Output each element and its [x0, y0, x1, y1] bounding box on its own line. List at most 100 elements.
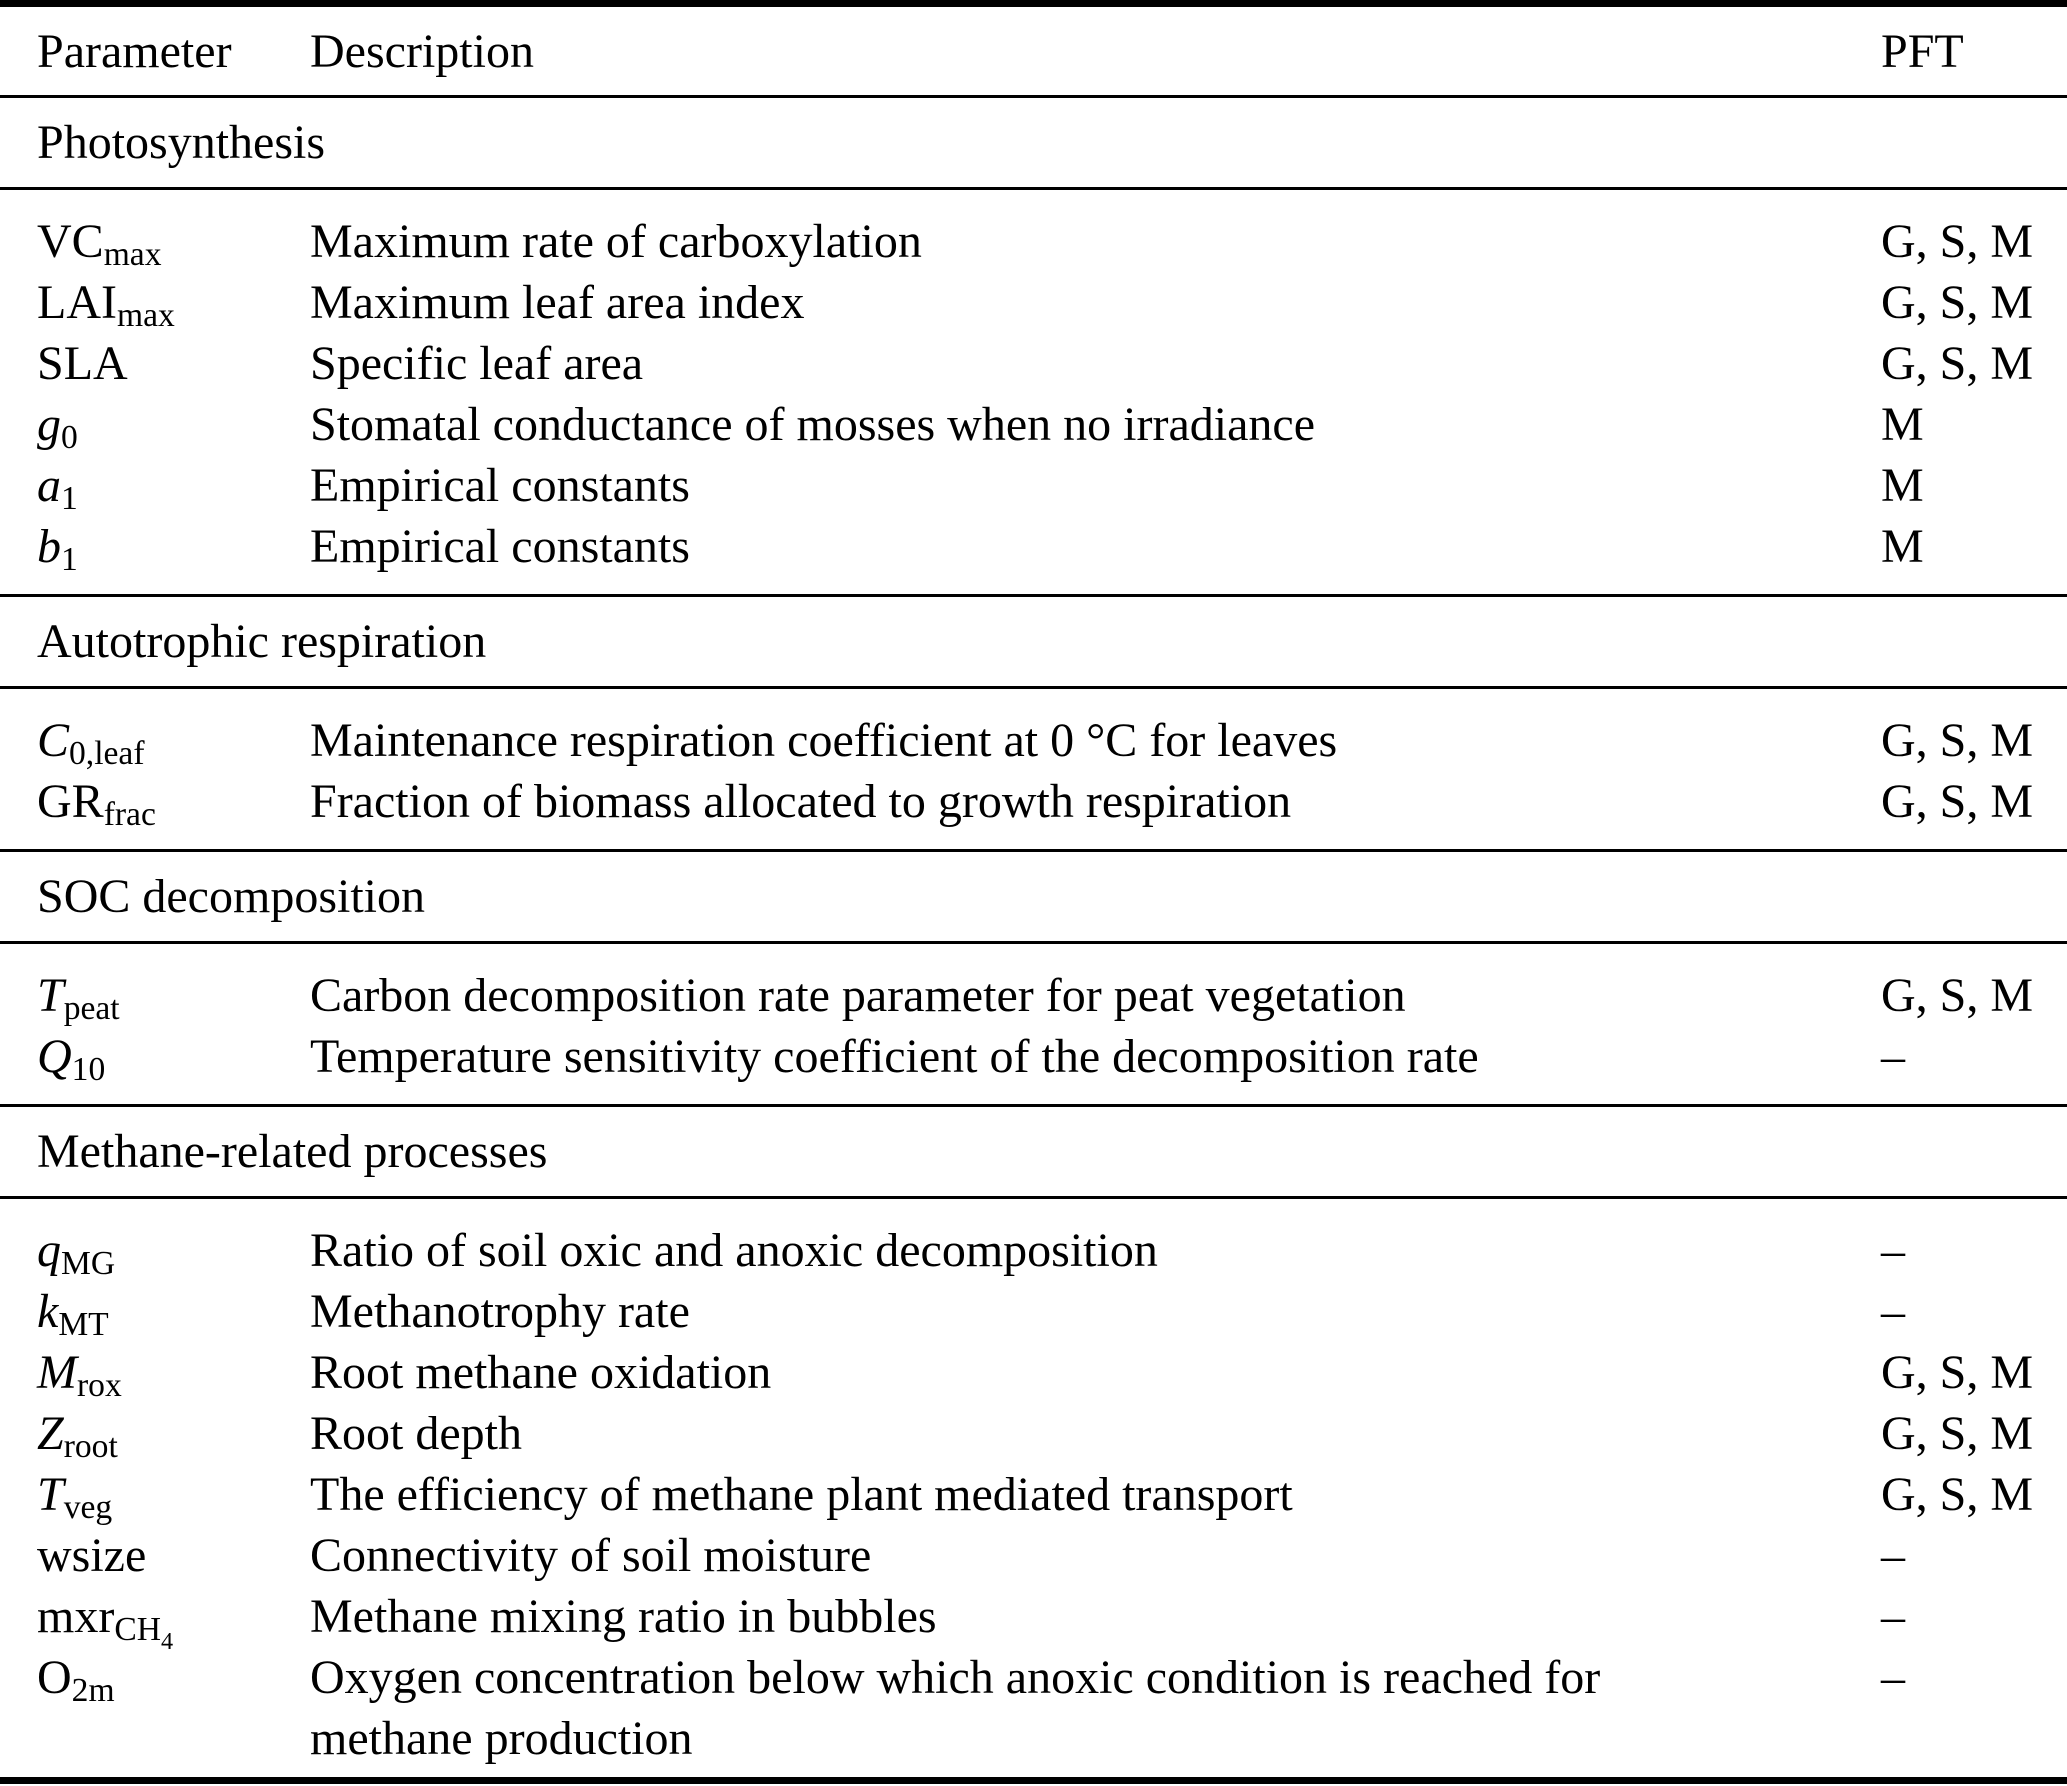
parameter-subscript: 10	[72, 1051, 106, 1088]
description-line: Root depth	[310, 1407, 522, 1460]
parameter-subscript-text: 0	[61, 419, 78, 457]
parameter-subscript-text: 10	[71, 1051, 106, 1089]
description-cell: The efficiency of methane plant mediated…	[310, 1464, 1881, 1525]
description-cell: Carbon decomposition rate parameter for …	[310, 965, 1881, 1026]
section-header-row: SOC decomposition	[0, 852, 2067, 944]
description-line: Carbon decomposition rate parameter for …	[310, 969, 1406, 1022]
parameter-symbol: T	[37, 969, 64, 1022]
parameter-symbol: wsize	[37, 1529, 147, 1582]
parameter-symbol: SLA	[37, 337, 128, 390]
parameter-cell: Tpeat	[37, 965, 310, 1026]
section-title: SOC decomposition	[37, 870, 426, 923]
pft-cell: M	[1881, 520, 1924, 573]
parameter-subscript-text: MT	[58, 1306, 109, 1344]
description-line: Root methane oxidation	[310, 1346, 772, 1399]
parameter-subscript: 0,leaf	[69, 735, 145, 772]
parameter-subscript: MG	[61, 1245, 115, 1282]
parameter-cell: C0,leaf	[37, 710, 310, 771]
description-line: Methanotrophy rate	[310, 1285, 690, 1338]
section-header-row: Photosynthesis	[0, 98, 2067, 190]
pft-cell: G, S, M	[1881, 969, 2034, 1022]
parameter-cell: Q10	[37, 1026, 310, 1087]
parameter-subscript-text: frac	[103, 796, 156, 834]
description-line: Maximum leaf area index	[310, 276, 805, 329]
parameter-subscript: 1	[61, 480, 78, 517]
pft-cell: G, S, M	[1881, 337, 2034, 390]
description-cell: Maximum leaf area index	[310, 272, 1881, 333]
parameter-subscript-text: peat	[63, 990, 120, 1028]
parameter-subscript-text: MG	[61, 1245, 116, 1283]
description-cell: Empirical constants	[310, 455, 1881, 516]
table-row: C0,leaf Maintenance respiration coefficie…	[0, 710, 2067, 771]
section-title: Photosynthesis	[37, 116, 326, 169]
parameter-cell: g0	[37, 394, 310, 455]
parameter-subscript-text: CH	[114, 1611, 161, 1649]
description-cell: Specific leaf area	[310, 333, 1881, 394]
parameter-symbol: LAI	[37, 276, 117, 329]
parameter-subscript: 2m	[72, 1672, 115, 1709]
table-row: LAImax Maximum leaf area index G, S, M	[0, 272, 2067, 333]
section-rows-block: VCmax Maximum rate of carboxylation G, S, …	[0, 190, 2067, 597]
parameter-cell: Mrox	[37, 1342, 310, 1403]
description-cell: Methanotrophy rate	[310, 1281, 1881, 1342]
description-cell: Maintenance respiration coefficient at 0…	[310, 710, 1881, 771]
description-cell: Stomatal conductance of mosses when no i…	[310, 394, 1881, 455]
parameter-cell: mxrCH4	[37, 1586, 310, 1654]
table-row: Mrox Root methane oxidation G, S, M	[0, 1342, 2067, 1403]
description-cell: Oxygen concentration below which anoxic …	[310, 1647, 1881, 1769]
pft-cell: G, S, M	[1881, 276, 2034, 329]
parameter-symbol: GR	[37, 775, 104, 828]
parameter-symbol: q	[37, 1224, 61, 1277]
table-row: g0 Stomatal conductance of mosses when no…	[0, 394, 2067, 455]
parameter-symbol: M	[37, 1346, 77, 1399]
section-header-row: Autotrophic respiration	[0, 597, 2067, 689]
parameter-symbol: T	[37, 1468, 64, 1521]
table-row: kMT Methanotrophy rate –	[0, 1281, 2067, 1342]
pft-cell: –	[1881, 1529, 1905, 1582]
parameter-subscript-text: max	[103, 236, 162, 274]
section-rows-block: C0,leaf Maintenance respiration coefficie…	[0, 689, 2067, 852]
description-line: Empirical constants	[310, 459, 690, 512]
parameter-subscript: peat	[64, 990, 120, 1027]
parameter-cell: Tveg	[37, 1464, 310, 1525]
parameter-subscript: 1	[61, 541, 78, 578]
table-row: a1 Empirical constants M	[0, 455, 2067, 516]
parameter-cell: wsize	[37, 1525, 310, 1586]
parameter-symbol: mxr	[37, 1590, 115, 1643]
table-row: wsize Connectivity of soil moisture –	[0, 1525, 2067, 1586]
table-row: GRfrac Fraction of biomass allocated to g…	[0, 771, 2067, 832]
description-line: Empirical constants	[310, 520, 690, 573]
pft-cell: –	[1881, 1590, 1905, 1643]
description-line: Ratio of soil oxic and anoxic decomposit…	[310, 1224, 1158, 1277]
parameter-symbol: b	[37, 520, 61, 573]
pft-cell: G, S, M	[1881, 775, 2034, 828]
pft-cell: M	[1881, 459, 1924, 512]
parameter-subscript-text: root	[63, 1428, 118, 1466]
column-header-parameter: Parameter	[37, 24, 232, 78]
description-line: Temperature sensitivity coefficient of t…	[310, 1030, 1479, 1083]
parameter-symbol: VC	[37, 215, 104, 268]
table-row: SLA Specific leaf area G, S, M	[0, 333, 2067, 394]
parameter-cell: O2m	[37, 1647, 310, 1769]
table-row: Zroot Root depth G, S, M	[0, 1403, 2067, 1464]
parameter-subscript-text: max	[116, 297, 175, 335]
description-cell: Connectivity of soil moisture	[310, 1525, 1881, 1586]
description-cell: Root depth	[310, 1403, 1881, 1464]
table-row: qMG Ratio of soil oxic and anoxic decompo…	[0, 1220, 2067, 1281]
section-title: Methane-related processes	[37, 1125, 548, 1178]
parameter-symbol: O	[37, 1651, 72, 1704]
pft-cell: –	[1881, 1030, 1905, 1083]
section-title: Autotrophic respiration	[37, 615, 487, 668]
parameter-symbol: Z	[37, 1407, 64, 1460]
table-row: O2m Oxygen concentration below which anox…	[0, 1647, 2067, 1769]
parameter-symbol: a	[37, 459, 61, 512]
parameter-subscript: rox	[77, 1367, 122, 1404]
parameter-subscript: max	[117, 297, 175, 334]
description-line: Fraction of biomass allocated to growth …	[310, 775, 1292, 828]
parameter-cell: kMT	[37, 1281, 310, 1342]
parameter-subscript-text: 1	[61, 541, 78, 579]
description-line: Connectivity of soil moisture	[310, 1529, 872, 1582]
pft-cell: G, S, M	[1881, 1346, 2034, 1399]
parameter-subscript: root	[64, 1428, 118, 1465]
parameter-subscript: 0	[61, 419, 78, 456]
